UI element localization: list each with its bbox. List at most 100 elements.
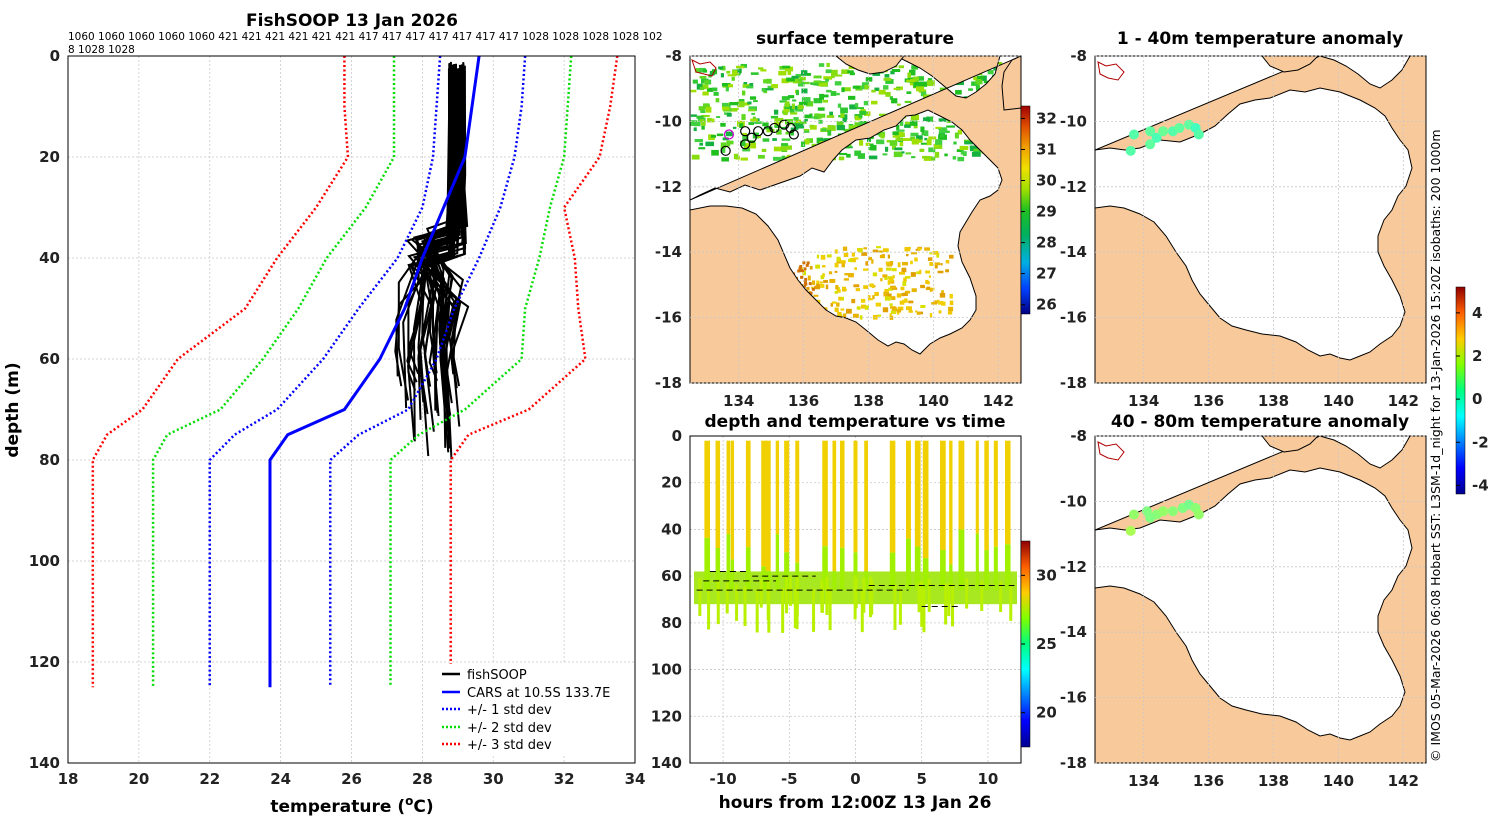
a2Ticks-ytick: -16 [1060,689,1087,707]
anomaly-point [1193,129,1204,140]
profile-xtick: 28 [412,770,433,788]
sst-ticks: 134 136 138 140 142 -8 -10 -12 -14 -16 -18 [655,47,1021,410]
cast-lower [1004,544,1011,591]
anomaly-deep-title: 40 - 80m temperature anomaly [1111,412,1409,432]
depth-time-xtick: 10 [977,770,998,788]
anomaly-deep-points [1125,499,1204,536]
a1Ticks-ytick: -14 [1060,243,1087,261]
anomaly-point [1158,126,1169,137]
cast-lower [889,552,896,591]
cast-upper [906,440,911,539]
depth-time-chart: depth and temperature vs time -10 -5 0 5 100… [651,412,1057,813]
profile-xtick: 22 [199,770,220,788]
anomaly-point [1128,509,1139,520]
profile-ytick: 60 [39,350,60,368]
profile-header-ids: 1060 1060 1060 1060 1060 421 421 421 421… [68,31,663,43]
depth-time-xtick: 5 [916,770,926,788]
legend-3std: +/- 3 std dev [467,738,552,753]
profile-ytick: 40 [39,249,60,267]
cast-lower [864,570,868,591]
depth-time-cb-tick: 25 [1036,635,1057,653]
series--2-std-dev [151,56,396,688]
sst-colorbar-ticks: 26 27 28 29 30 31 32 [1021,109,1057,314]
sstTicks-xtick: 140 [918,392,949,410]
cast-upper [730,440,734,560]
sst-cb-tick: 30 [1036,172,1057,190]
track-marker [746,132,757,143]
a1Ticks-ytick: -18 [1060,374,1087,392]
cast-lower [715,547,721,591]
a2Ticks-xtick: 138 [1258,772,1289,790]
cast-lower [704,537,711,591]
cast-upper [715,440,721,548]
cast-lower [745,547,751,591]
a2Ticks-ytick: -8 [1070,427,1087,445]
cast-lower [922,558,929,591]
a2Ticks-ytick: -12 [1060,558,1087,576]
track-marker [788,129,799,140]
anomaly-colorbar [1455,286,1466,495]
track-marker [740,139,751,150]
track-marker [785,122,796,134]
series--2-std-dev-hi [389,55,573,688]
sstTicks-ytick: -8 [665,47,682,65]
sstTicks-ytick: -12 [655,178,682,196]
profile-xtick: 26 [341,770,362,788]
sst-cb-tick: 27 [1036,265,1057,283]
cast-upper [832,440,837,572]
land-outline [1095,56,1426,383]
a1Ticks-xtick: 138 [1258,392,1289,410]
profile-xtick: 34 [625,770,646,788]
track-marker [720,145,731,156]
anomaly-colorbar-ticks: -4 -2 0 2 4 [1456,304,1489,494]
a2Ticks-xtick: 140 [1323,772,1354,790]
depth-time-xlabel: hours from 12:00Z 13 Jan 26 [719,793,992,813]
profile-header-ids-2: 8 1028 1028 [68,44,135,56]
profile-xtick: 24 [270,770,291,788]
cast-lower [775,534,780,591]
a2Ticks-xtick: 142 [1388,772,1419,790]
sstTicks-grid [690,55,1021,384]
sstTicks-xtick: 142 [983,392,1014,410]
a2Ticks-ytick: -10 [1060,492,1087,510]
profile-title: FishSOOP 13 Jan 2026 [246,11,458,31]
anomaly-deep-map: 40 - 80m temperature anomaly 134 136 138 14… [1060,286,1489,790]
anomaly-point [1128,129,1139,140]
track-marker [723,129,735,140]
track-marker [762,126,773,137]
a2Ticks-ytick: -14 [1060,623,1087,641]
profile-ticks: 18 20 22 24 26 28 30 32 34 0 20 40 60 80 100 120 140 [29,47,646,788]
cast-upper [822,440,828,547]
legend-1std: +/- 1 std dev [467,703,552,718]
anomaly-point [1125,145,1136,156]
depth-time-casts [694,440,1017,633]
a2Ticks-ytick: -18 [1060,754,1087,772]
depth-time-title: depth and temperature vs time [705,412,1006,432]
sstTicks-ytick: -18 [655,374,682,392]
anomaly-cb-tick: 0 [1472,390,1482,408]
a2Ticks-xtick: 134 [1128,772,1159,790]
cast-lower [906,538,911,591]
a1Ticks-xtick: 140 [1323,392,1354,410]
anomaly-shallow-points [1125,119,1204,156]
cast-upper [775,440,780,535]
depth-time-ytick: 20 [661,474,682,492]
sst-land [690,56,1021,383]
cast-upper [726,440,731,535]
profile-xtick: 30 [483,770,504,788]
cast-upper [889,440,896,553]
cast-upper [993,440,998,547]
a1Ticks-xtick: 136 [1193,392,1224,410]
depth-time-cb-tick: 30 [1036,566,1057,584]
sst-track-markers [720,119,799,156]
a2Ticks-xtick: 136 [1193,772,1224,790]
cast-upper [949,440,953,565]
legend-2std: +/- 2 std dev [467,721,552,736]
legend-cars: CARS at 10.5S 133.7E [467,686,610,701]
a2Ticks-grid [1095,435,1426,764]
fishsoop-profile [427,64,467,382]
cast-lower [993,546,998,591]
sst-cb-tick: 26 [1036,296,1057,314]
series--1-std-dev [208,55,442,688]
